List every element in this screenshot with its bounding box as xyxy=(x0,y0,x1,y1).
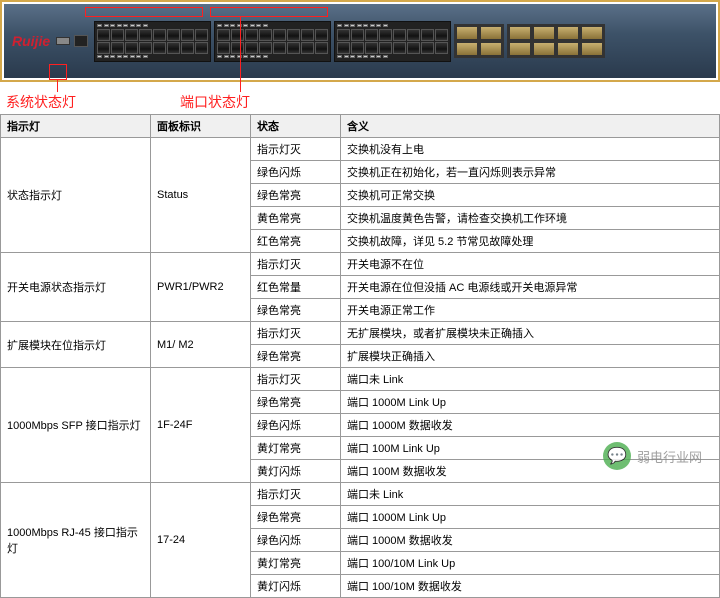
cell-panel: M1/ M2 xyxy=(151,322,251,368)
table-row: 1000Mbps SFP 接口指示灯1F-24F指示灯灭端口未 Link xyxy=(1,368,720,391)
watermark: 💬 弱电行业网 xyxy=(603,442,702,470)
callout-line-system xyxy=(57,80,58,92)
cell-state: 绿色闪烁 xyxy=(251,529,341,552)
cell-meaning: 端口 100/10M Link Up xyxy=(341,552,720,575)
cell-meaning: 端口 1000M Link Up xyxy=(341,391,720,414)
table-row: 扩展模块在位指示灯M1/ M2指示灯灭无扩展模块，或者扩展模块未正确插入 xyxy=(1,322,720,345)
cell-meaning: 端口未 Link xyxy=(341,368,720,391)
cell-state: 黄色常亮 xyxy=(251,207,341,230)
callout-box-port2 xyxy=(210,7,328,17)
cell-state: 绿色常亮 xyxy=(251,345,341,368)
table-header-row: 指示灯 面板标识 状态 含义 xyxy=(1,115,720,138)
watermark-text: 弱电行业网 xyxy=(637,447,702,466)
usb-port-icon xyxy=(56,37,70,45)
cell-meaning: 端口未 Link xyxy=(341,483,720,506)
port-block-1 xyxy=(94,21,211,62)
th-panel: 面板标识 xyxy=(151,115,251,138)
cell-meaning: 交换机可正常交换 xyxy=(341,184,720,207)
cell-state: 指示灯灭 xyxy=(251,322,341,345)
callout-box-system xyxy=(49,64,67,80)
cell-meaning: 交换机正在初始化，若一直闪烁则表示异常 xyxy=(341,161,720,184)
table-row: 状态指示灯Status指示灯灭交换机没有上电 xyxy=(1,138,720,161)
cell-meaning: 端口 1000M Link Up xyxy=(341,506,720,529)
th-meaning: 含义 xyxy=(341,115,720,138)
cell-indicator: 1000Mbps SFP 接口指示灯 xyxy=(1,368,151,483)
table-row: 1000Mbps RJ-45 接口指示灯17-24指示灯灭端口未 Link xyxy=(1,483,720,506)
callout-line-port xyxy=(240,17,241,92)
port-block-3 xyxy=(334,21,451,62)
led-spec-table: 指示灯 面板标识 状态 含义 状态指示灯Status指示灯灭交换机没有上电绿色闪… xyxy=(0,114,720,598)
cell-meaning: 交换机没有上电 xyxy=(341,138,720,161)
cell-state: 黄灯闪烁 xyxy=(251,575,341,598)
callout-label-system: 系统状态灯 xyxy=(6,92,76,112)
wechat-icon: 💬 xyxy=(603,442,631,470)
table-row: 开关电源状态指示灯PWR1/PWR2指示灯灭开关电源不在位 xyxy=(1,253,720,276)
cell-meaning: 扩展模块正确插入 xyxy=(341,345,720,368)
cell-indicator: 扩展模块在位指示灯 xyxy=(1,322,151,368)
callout-box-port1 xyxy=(85,7,203,17)
th-state: 状态 xyxy=(251,115,341,138)
cell-meaning: 端口 1000M 数据收发 xyxy=(341,414,720,437)
cell-panel: PWR1/PWR2 xyxy=(151,253,251,322)
cell-meaning: 交换机温度黄色告警，请检查交换机工作环境 xyxy=(341,207,720,230)
cell-state: 绿色常亮 xyxy=(251,506,341,529)
cell-meaning: 无扩展模块，或者扩展模块未正确插入 xyxy=(341,322,720,345)
cell-meaning: 交换机故障，详见 5.2 节常见故障处理 xyxy=(341,230,720,253)
cell-state: 绿色常亮 xyxy=(251,391,341,414)
cell-meaning: 开关电源不在位 xyxy=(341,253,720,276)
cell-state: 黄灯常亮 xyxy=(251,552,341,575)
cell-panel: Status xyxy=(151,138,251,253)
cell-state: 指示灯灭 xyxy=(251,483,341,506)
cell-state: 指示灯灭 xyxy=(251,138,341,161)
cell-state: 绿色闪烁 xyxy=(251,161,341,184)
cell-state: 绿色常亮 xyxy=(251,184,341,207)
cell-state: 绿色闪烁 xyxy=(251,414,341,437)
cell-meaning: 端口 100/10M 数据收发 xyxy=(341,575,720,598)
brand-logo: Ruĳie xyxy=(12,33,50,49)
cell-state: 黄灯常亮 xyxy=(251,437,341,460)
mgmt-port-icon xyxy=(74,35,88,47)
cell-state: 红色常亮 xyxy=(251,230,341,253)
cell-indicator: 开关电源状态指示灯 xyxy=(1,253,151,322)
cell-meaning: 端口 1000M 数据收发 xyxy=(341,529,720,552)
sfp-block-2 xyxy=(507,24,605,58)
cell-meaning: 开关电源在位但没插 AC 电源线或开关电源异常 xyxy=(341,276,720,299)
cell-state: 红色常量 xyxy=(251,276,341,299)
sfp-block-1 xyxy=(454,24,504,58)
cell-panel: 1F-24F xyxy=(151,368,251,483)
cell-state: 指示灯灭 xyxy=(251,368,341,391)
cell-state: 黄灯闪烁 xyxy=(251,460,341,483)
cell-state: 绿色常亮 xyxy=(251,299,341,322)
cell-indicator: 状态指示灯 xyxy=(1,138,151,253)
cell-meaning: 开关电源正常工作 xyxy=(341,299,720,322)
th-indicator: 指示灯 xyxy=(1,115,151,138)
cell-state: 指示灯灭 xyxy=(251,253,341,276)
callout-label-port: 端口状态灯 xyxy=(180,92,250,112)
port-block-2 xyxy=(214,21,331,62)
